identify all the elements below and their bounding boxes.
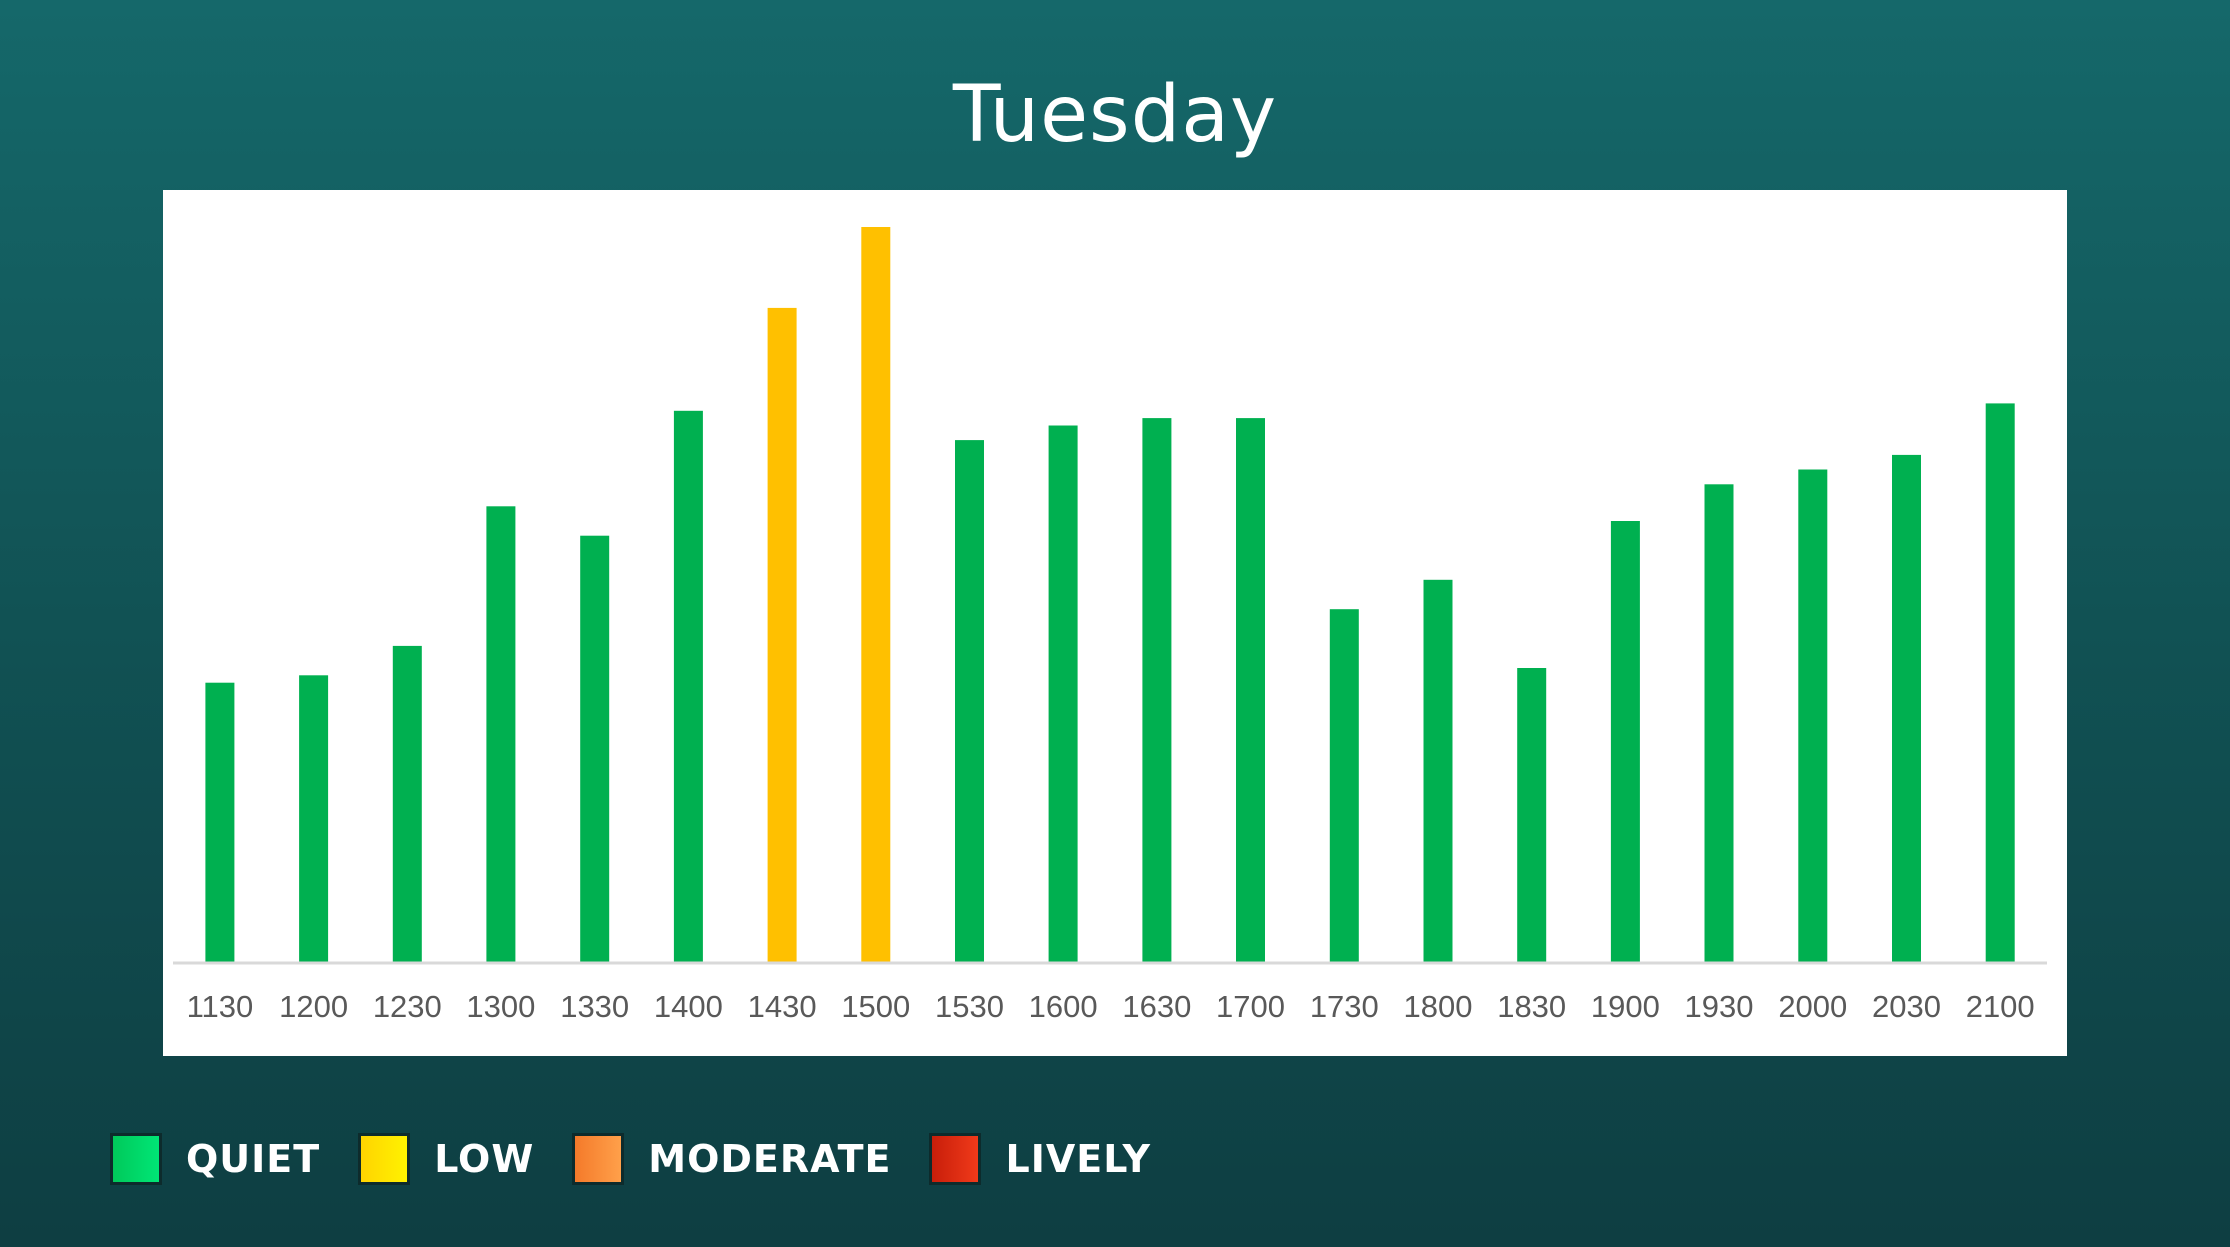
x-tick-label: 1930 — [1685, 989, 1754, 1024]
x-tick-label: 1400 — [654, 989, 723, 1024]
x-tick-label: 1200 — [279, 989, 348, 1024]
bar-1400 — [673, 410, 703, 963]
legend-swatch — [358, 1133, 411, 1185]
x-tick-label: 1500 — [841, 989, 910, 1024]
x-tick-label: 1830 — [1497, 989, 1566, 1024]
bar-1600 — [1048, 425, 1078, 962]
x-tick-label: 1300 — [466, 989, 535, 1024]
x-tick-label: 1430 — [748, 989, 817, 1024]
x-tick-label: 1130 — [187, 989, 254, 1024]
bar-1200 — [299, 675, 329, 962]
plot-area: 1130 1200 1230 1300 1330 1400 1430 1500 1530 1600… — [163, 190, 2067, 1056]
bar-1730 — [1329, 609, 1359, 962]
bar-1230 — [392, 645, 422, 962]
bar-1630 — [1142, 418, 1172, 963]
bar-2100 — [1985, 403, 2015, 962]
legend-label: QUIET — [186, 1137, 321, 1181]
bar-1830 — [1517, 668, 1547, 962]
x-tick-label: 1730 — [1310, 989, 1379, 1024]
bar-chart: 1130 1200 1230 1300 1330 1400 1430 1500 1530 1600… — [173, 227, 2047, 1024]
x-tick-label: 1230 — [373, 989, 442, 1024]
legend-label: MODERATE — [648, 1137, 892, 1181]
legend-label: LIVELY — [1005, 1137, 1152, 1181]
x-tick-label: 1530 — [935, 989, 1004, 1024]
x-tick-label: 1700 — [1216, 989, 1285, 1024]
bar-1700 — [1236, 418, 1265, 963]
bar-1130 — [205, 682, 235, 962]
x-tick-label: 2030 — [1872, 989, 1941, 1024]
x-tick-label: 2100 — [1966, 989, 2035, 1024]
bar-1900 — [1610, 521, 1640, 962]
bar-1800 — [1423, 579, 1453, 962]
legend: QUIET LOW MODERATE LIVELY — [110, 1130, 1189, 1188]
x-tick-label: 1900 — [1591, 989, 1660, 1024]
x-tick-label: 2000 — [1778, 989, 1847, 1024]
bar-1430 — [767, 307, 797, 962]
bar-2000 — [1798, 469, 1828, 962]
x-tick-label: 1800 — [1404, 989, 1473, 1024]
legend-swatch — [572, 1133, 625, 1185]
bar-1330 — [580, 535, 610, 962]
chart-title: Tuesday — [952, 70, 1278, 160]
legend-label: LOW — [434, 1137, 535, 1181]
legend-item-moderate: MODERATE — [572, 1133, 891, 1185]
bar-1500 — [861, 227, 891, 962]
legend-item-quiet: QUIET — [110, 1133, 320, 1185]
bar-1930 — [1704, 484, 1734, 963]
legend-item-lively: LIVELY — [929, 1133, 1151, 1185]
bar-2030 — [1892, 454, 1921, 962]
legend-swatch — [110, 1133, 162, 1185]
x-tick-label: 1330 — [560, 989, 629, 1024]
legend-swatch — [929, 1133, 982, 1185]
x-tick-label: 1630 — [1122, 989, 1191, 1024]
bar-1300 — [486, 506, 516, 962]
legend-item-low: LOW — [358, 1133, 534, 1185]
bar-1530 — [955, 440, 984, 963]
x-tick-label: 1600 — [1029, 989, 1098, 1024]
